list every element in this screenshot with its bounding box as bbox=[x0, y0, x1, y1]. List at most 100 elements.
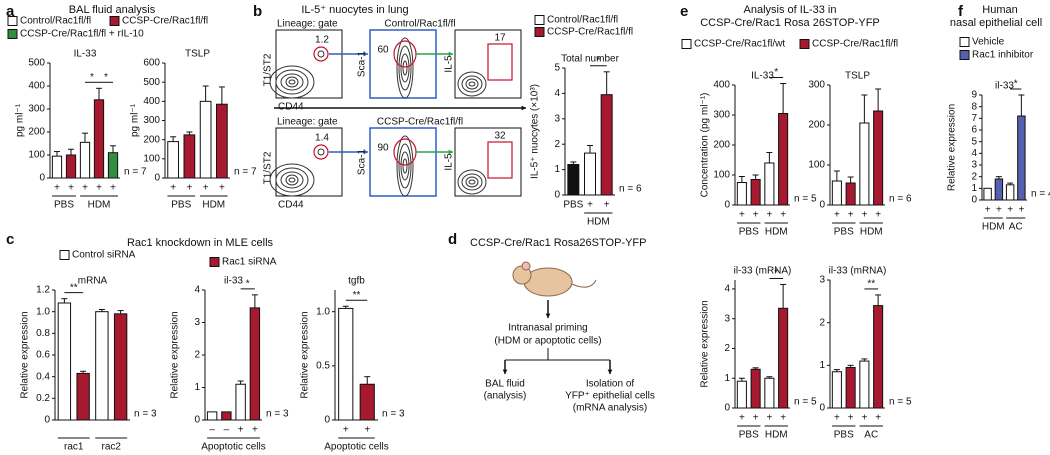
y-tick-label: 1 bbox=[554, 164, 560, 175]
group-label: HDM bbox=[860, 227, 883, 238]
x-tick-label: + bbox=[203, 183, 209, 194]
error-bar bbox=[68, 148, 74, 155]
legend-label: CCSP-Cre/Rac1fl/fl bbox=[122, 16, 208, 27]
legend-swatch bbox=[681, 39, 692, 49]
y-tick-label: 200 bbox=[808, 120, 825, 131]
error-bar bbox=[570, 161, 577, 165]
gate bbox=[487, 141, 513, 179]
legend-swatch bbox=[799, 39, 810, 49]
error-bar bbox=[766, 376, 773, 379]
error-bar bbox=[251, 294, 258, 308]
bar bbox=[206, 411, 218, 421]
gate-label: Lineage: gate bbox=[277, 19, 338, 30]
y-tick-label: 200 bbox=[713, 140, 730, 151]
chart-title: Total number bbox=[561, 54, 619, 65]
n-label: n = 4 bbox=[1031, 189, 1050, 200]
bar bbox=[249, 307, 261, 421]
error-bar bbox=[1018, 94, 1025, 116]
y-tick-label: 0.5 bbox=[316, 360, 330, 371]
error-bar bbox=[364, 376, 371, 385]
y-tick-label: 100 bbox=[713, 170, 730, 181]
mouse-tail bbox=[571, 279, 597, 288]
legend-swatch bbox=[7, 29, 18, 39]
bar bbox=[1005, 184, 1015, 201]
contour bbox=[402, 60, 408, 76]
n-label: n = 5 bbox=[889, 397, 912, 408]
x-tick-label: – bbox=[209, 425, 215, 436]
contour bbox=[317, 148, 325, 156]
bar bbox=[778, 113, 789, 206]
bar bbox=[831, 180, 842, 206]
error-bar bbox=[847, 176, 854, 183]
bar bbox=[359, 383, 375, 421]
panel-letter: c bbox=[6, 231, 14, 248]
group-label: PBS bbox=[739, 227, 759, 238]
x-tick-label: + bbox=[587, 200, 593, 211]
y-tick-label: 0.4 bbox=[36, 371, 50, 382]
y-tick-label: 0 bbox=[724, 200, 730, 211]
chart-title: TSLP bbox=[845, 71, 870, 82]
y-tick-label: 1 bbox=[971, 183, 977, 194]
x-tick-label: + bbox=[343, 425, 349, 436]
bar bbox=[845, 366, 856, 409]
error-bar bbox=[875, 88, 882, 111]
contour bbox=[398, 143, 412, 189]
legend-swatch bbox=[209, 257, 220, 267]
error-bar bbox=[237, 380, 244, 385]
contour bbox=[269, 65, 315, 99]
contour bbox=[465, 176, 479, 188]
arrow-head bbox=[521, 105, 526, 111]
y-tick-label: 100 bbox=[28, 150, 45, 161]
y-tick-label: 0 bbox=[39, 173, 45, 184]
gate-percent: 90 bbox=[377, 143, 389, 154]
x-tick-label: + bbox=[834, 210, 840, 221]
panel-title: IL-5⁺ nuocytes in lung bbox=[301, 4, 408, 16]
error-bar bbox=[833, 369, 840, 372]
gate-percent: 1.2 bbox=[315, 35, 329, 46]
flow-plot bbox=[275, 29, 343, 99]
x-tick-label: + bbox=[780, 413, 786, 424]
n-label: n = 5 bbox=[794, 194, 817, 205]
legend-swatch bbox=[534, 15, 545, 25]
contour bbox=[400, 151, 410, 181]
error-bar bbox=[752, 174, 759, 180]
bar bbox=[76, 372, 90, 421]
group-label: HDM bbox=[587, 217, 610, 228]
error-bar bbox=[847, 364, 854, 368]
y-tick-label: 300 bbox=[143, 115, 160, 126]
bar bbox=[873, 110, 884, 206]
y-tick-label: 0 bbox=[324, 415, 330, 426]
contour bbox=[275, 167, 309, 193]
legend-label: CCSP-Cre/Rac1fl/wt bbox=[694, 39, 785, 50]
x-tick-label: + bbox=[861, 413, 867, 424]
axis-label: IL-5 bbox=[444, 55, 455, 73]
legend-label: Rac1 siRNA bbox=[222, 257, 277, 268]
contour bbox=[280, 73, 304, 91]
x-tick-label: PBS bbox=[563, 200, 583, 211]
bar bbox=[859, 360, 870, 409]
bar bbox=[93, 99, 105, 179]
step: Intranasal priming bbox=[508, 323, 587, 334]
panel-subtitle: CCSP-Cre/Rac1 Rosa 26STOP-YFP bbox=[700, 17, 880, 29]
y-axis-label: pg ml⁻¹ bbox=[15, 103, 26, 137]
group-label: Apoptotic cells bbox=[201, 442, 265, 453]
y-tick-label: 0 bbox=[819, 200, 825, 211]
gate-percent: 1.4 bbox=[315, 133, 329, 144]
y-tick-label: 3 bbox=[724, 313, 730, 324]
x-tick-label: + bbox=[780, 210, 786, 221]
gate-percent: 17 bbox=[494, 33, 506, 44]
y-tick-label: 9 bbox=[971, 90, 977, 101]
y-tick-label: 0.6 bbox=[36, 350, 50, 361]
bar bbox=[107, 152, 119, 179]
chart-title: il-33 (mRNA) bbox=[829, 266, 887, 277]
bar bbox=[750, 179, 761, 206]
x-tick-label: – bbox=[224, 425, 230, 436]
error-bar bbox=[54, 151, 60, 157]
significance-label: ** bbox=[867, 279, 875, 290]
error-bar bbox=[170, 136, 177, 142]
legend-swatch bbox=[959, 50, 970, 60]
significance-label: * bbox=[774, 268, 778, 279]
n-label: n = 5 bbox=[794, 397, 817, 408]
x-tick-label: + bbox=[604, 200, 610, 211]
legend-swatch bbox=[7, 16, 18, 26]
